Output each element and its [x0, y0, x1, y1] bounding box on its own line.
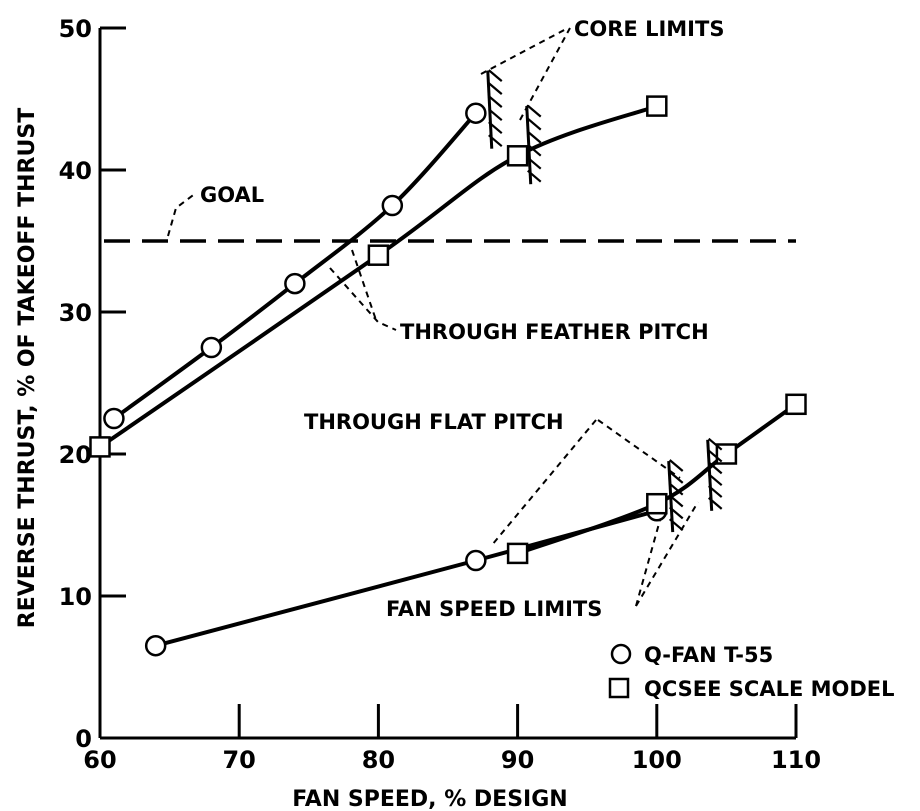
x-tick-label: 110	[771, 746, 821, 774]
y-axis-label: REVERSE THRUST, % OF TAKEOFF THRUST	[15, 108, 40, 628]
tick-labels: 60 70 80 90 100 110 0 10 20 30 40 50	[59, 15, 821, 774]
y-tick-label: 0	[75, 725, 92, 753]
through-flat-pitch-label: THROUGH FLAT PITCH	[304, 410, 564, 434]
y-tick-label: 40	[59, 157, 92, 185]
fan-speed-limit-hatch-1	[667, 459, 684, 533]
series-line-3	[515, 402, 798, 556]
square-data-point	[646, 95, 668, 117]
series-lines	[98, 104, 798, 648]
circle-data-point	[200, 336, 223, 359]
through-feather-pitch-label: THROUGH FEATHER PITCH	[400, 320, 709, 344]
circle-data-point	[381, 194, 404, 217]
x-tick-label: 90	[501, 746, 534, 774]
y-tick-label: 10	[59, 583, 92, 611]
x-tick-label: 80	[362, 746, 395, 774]
legend-label-qcsee: QCSEE SCALE MODEL	[644, 677, 895, 701]
legend-label-qfan: Q-FAN T-55	[644, 643, 773, 667]
circle-data-point	[465, 549, 487, 572]
circle-data-point	[103, 407, 125, 430]
circle-data-point	[465, 102, 487, 124]
y-tick-label: 50	[59, 15, 92, 43]
series-line-0	[111, 111, 478, 421]
y-tick-label: 20	[59, 441, 92, 469]
axes	[98, 28, 796, 740]
x-tick-label: 60	[83, 746, 116, 774]
limit-hatches	[486, 69, 723, 533]
series-markers	[89, 95, 807, 657]
square-data-point	[646, 492, 668, 515]
flat-leader-2	[597, 419, 681, 479]
core-limits-label: CORE LIMITS	[574, 17, 724, 41]
square-data-point	[89, 436, 111, 458]
core-limits-leader-1	[480, 27, 569, 75]
goal-leader	[167, 192, 197, 237]
x-axis-label: FAN SPEED, % DESIGN	[292, 787, 567, 811]
fan-limits-leader-1	[635, 519, 661, 607]
square-data-point	[785, 393, 807, 416]
legend: Q-FAN T-55 QCSEE SCALE MODEL	[608, 643, 895, 701]
square-data-point	[506, 145, 529, 167]
series-line-1	[98, 104, 659, 449]
core-limit-hatch-1	[486, 69, 503, 149]
feather-leader-1	[329, 267, 397, 331]
circle-data-point	[284, 272, 306, 295]
feather-leader-2	[351, 249, 377, 321]
legend-square-marker	[608, 677, 630, 699]
square-data-point	[367, 244, 390, 266]
fan-speed-limits-label: FAN SPEED LIMITS	[386, 597, 602, 621]
square-data-point	[506, 542, 529, 565]
core-limit-hatch-2	[525, 104, 542, 185]
goal-label: GOAL	[200, 183, 264, 207]
legend-circle-marker	[610, 643, 632, 665]
circle-data-point	[144, 634, 167, 657]
fan-speed-limit-hatch-2	[706, 437, 723, 511]
x-tick-label: 70	[222, 746, 255, 774]
annotation-leaders	[167, 27, 699, 607]
y-tick-label: 30	[59, 299, 92, 327]
flat-leader-1	[491, 419, 597, 546]
core-limits-leader-2	[519, 27, 571, 121]
fan-limits-leader-2	[635, 501, 699, 607]
x-tick-label: 100	[632, 746, 682, 774]
